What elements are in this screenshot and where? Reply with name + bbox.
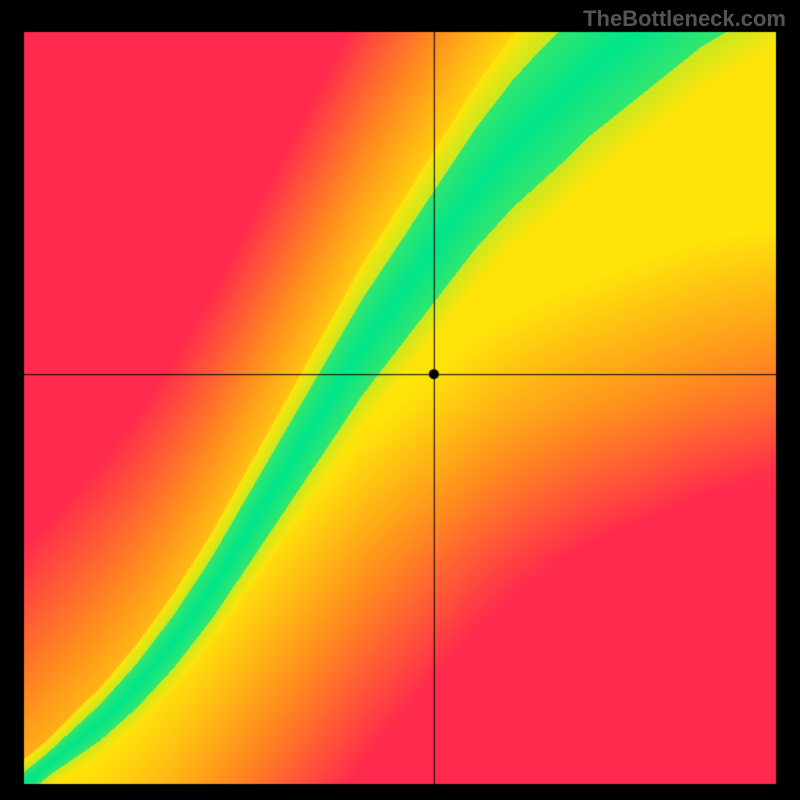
bottleneck-heatmap [0, 0, 800, 800]
chart-container: TheBottleneck.com [0, 0, 800, 800]
watermark-text: TheBottleneck.com [583, 6, 786, 32]
